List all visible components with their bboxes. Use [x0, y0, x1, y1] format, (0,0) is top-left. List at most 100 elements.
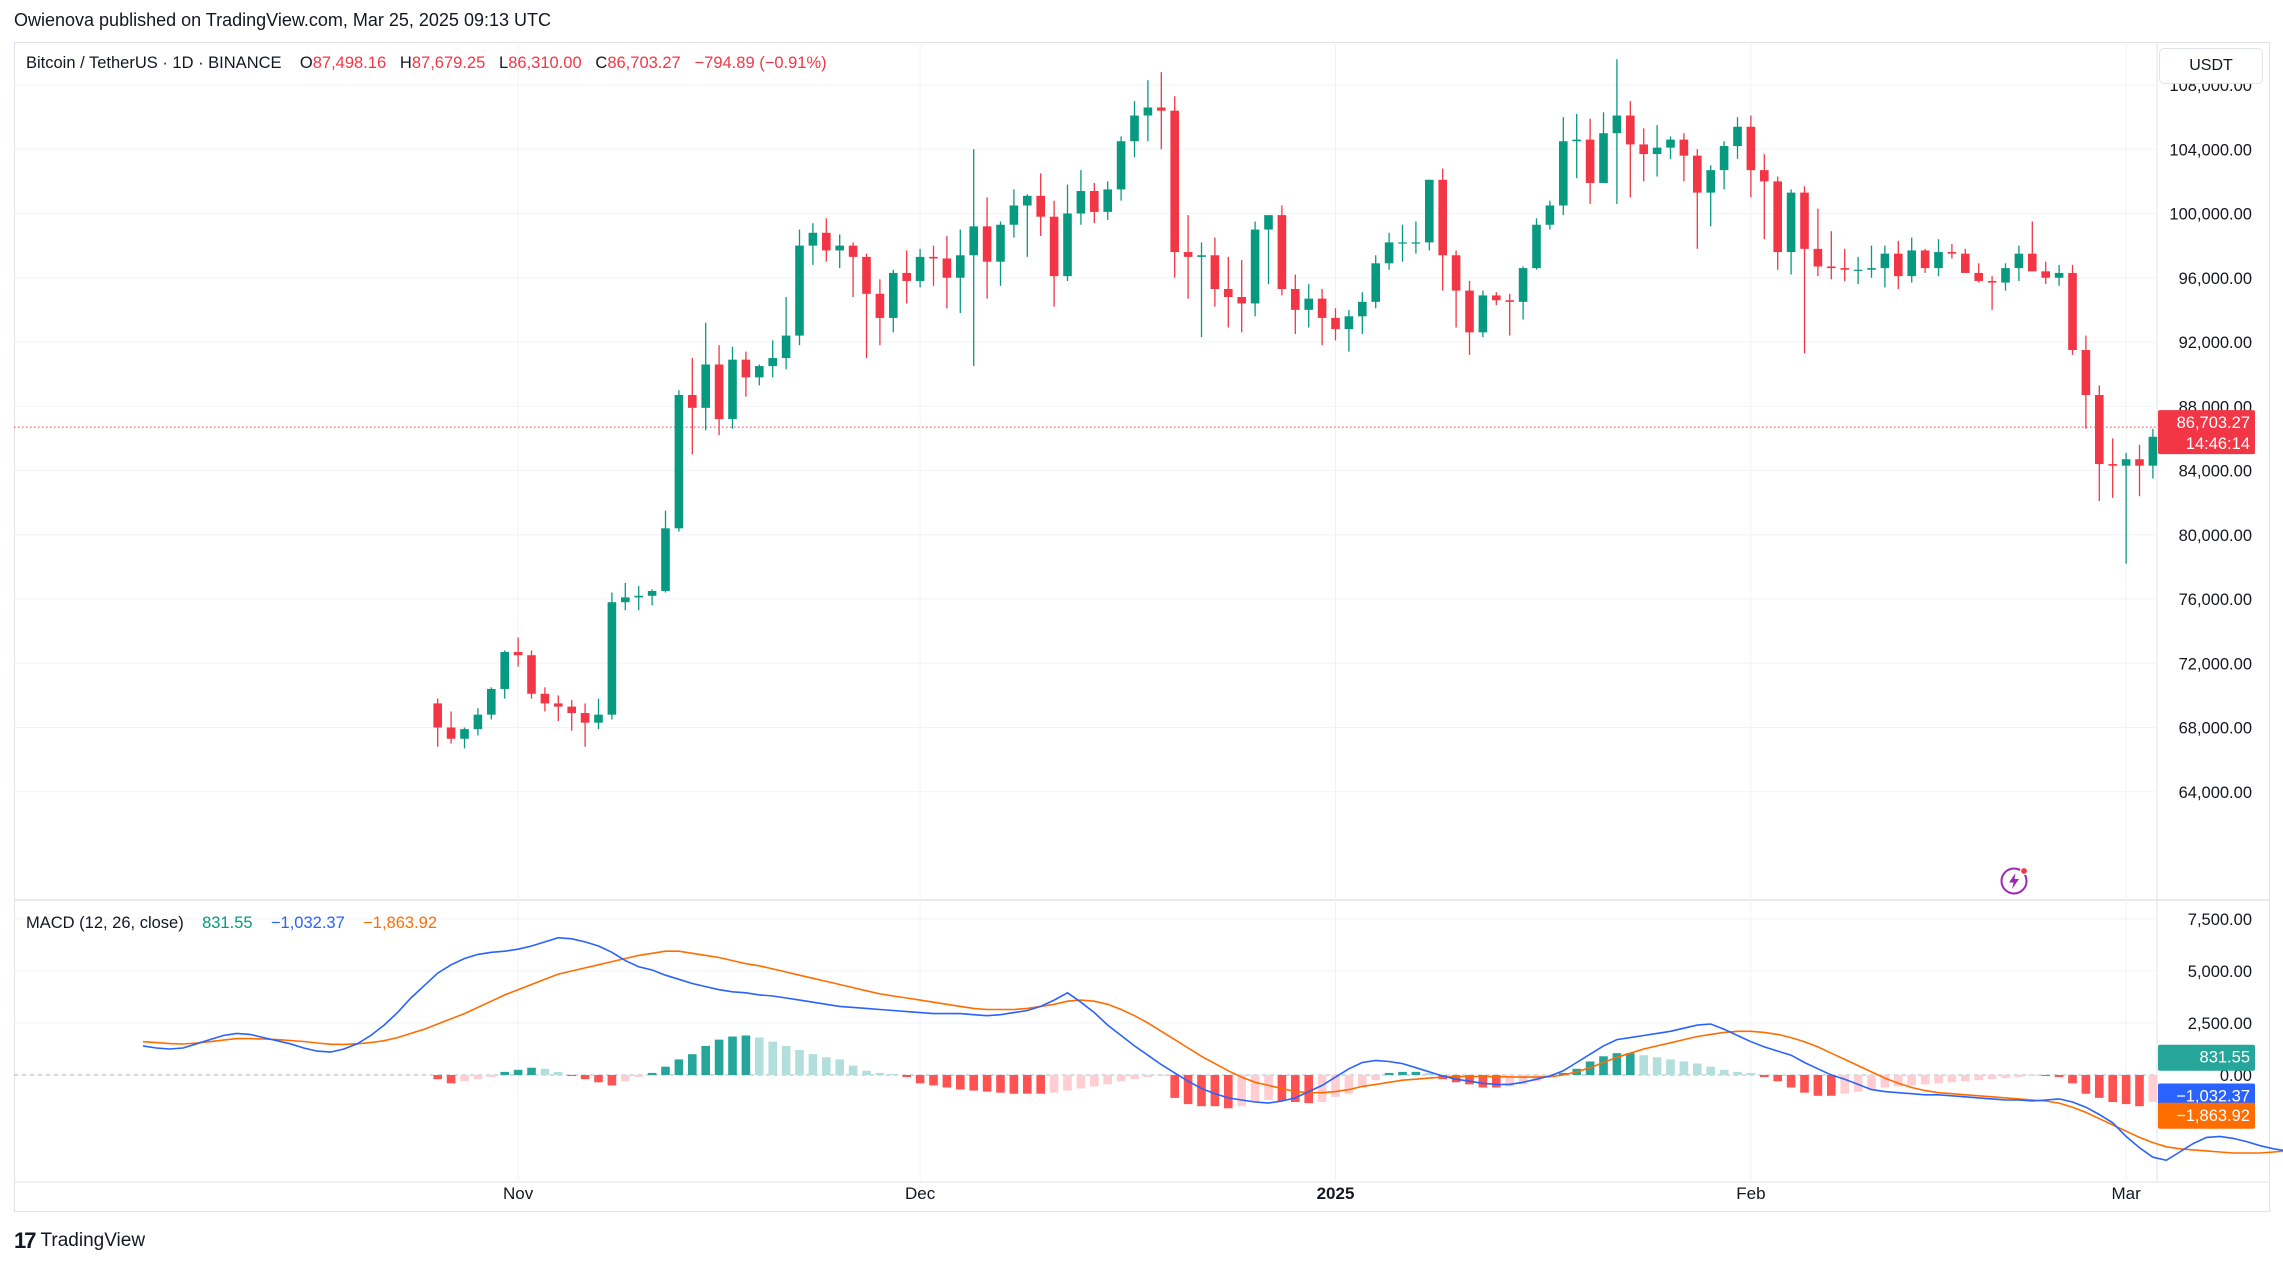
- macd-histogram-bar: [1961, 1075, 1970, 1082]
- candle: [808, 223, 818, 265]
- macd-line: [142, 936, 2283, 1162]
- last-price-tag-box: [2158, 410, 2255, 455]
- lightning-icon[interactable]: [1999, 866, 2029, 896]
- macd-histogram-bar: [956, 1075, 965, 1090]
- candle: [728, 346, 737, 429]
- candle-body: [2054, 272, 2064, 278]
- candle: [1559, 117, 1568, 216]
- macd-histogram-bar: [1559, 1072, 1568, 1075]
- candle-body: [1465, 290, 1474, 333]
- tradingview-footer[interactable]: 17 TradingView: [14, 1228, 145, 1254]
- macd-histogram-bar: [1478, 1075, 1488, 1088]
- price-tick-label: 64,000.00: [2179, 784, 2252, 802]
- candle: [513, 637, 523, 667]
- candle-body: [1733, 126, 1742, 147]
- macd-histogram-bar: [1612, 1053, 1622, 1075]
- candle: [1076, 170, 1086, 225]
- candle-body: [1277, 215, 1287, 289]
- macd-hist-tag-text: 831.55: [2200, 1049, 2250, 1067]
- macd-histogram-bar: [768, 1041, 777, 1075]
- candle-body: [2108, 464, 2117, 466]
- macd-histogram-bar: [674, 1059, 684, 1075]
- candle: [2028, 221, 2037, 272]
- macd-histogram-bar: [1398, 1071, 1407, 1075]
- candle: [2135, 444, 2144, 497]
- candle: [755, 364, 764, 386]
- candle: [835, 234, 844, 269]
- candle: [1183, 215, 1193, 299]
- macd-histogram-bar: [1291, 1075, 1300, 1103]
- candle: [1358, 292, 1367, 334]
- candle-body: [446, 727, 456, 739]
- candle: [701, 322, 710, 431]
- macd-histogram-bar: [2135, 1075, 2144, 1107]
- candle-body: [1157, 107, 1166, 111]
- candle: [982, 197, 992, 299]
- candle-body: [1183, 252, 1193, 257]
- macd-histogram-bar: [567, 1075, 576, 1077]
- macd-histogram-bar: [2001, 1075, 2010, 1079]
- candle-body: [433, 703, 442, 728]
- low-value: 86,310.00: [508, 54, 582, 72]
- currency-button[interactable]: USDT: [2159, 48, 2263, 84]
- candle: [1880, 245, 1890, 288]
- macd-histogram-bar: [1344, 1075, 1354, 1094]
- chart-frame[interactable]: [14, 42, 2270, 1212]
- time-tick-label: Feb: [1736, 1184, 1765, 1203]
- candle: [1210, 237, 1220, 307]
- candle-body: [1760, 170, 1769, 182]
- macd-histogram-bar: [915, 1075, 925, 1084]
- macd-histogram-bar: [1197, 1075, 1206, 1107]
- macd-histogram-bar: [1157, 1075, 1166, 1077]
- price-tick-label: 96,000.00: [2179, 270, 2252, 288]
- candle: [1585, 118, 1595, 204]
- candle: [540, 687, 550, 712]
- candle-body: [1706, 170, 1715, 193]
- macd-histogram-bar: [982, 1075, 992, 1092]
- macd-histogram-bar: [969, 1075, 978, 1091]
- candle: [956, 229, 965, 314]
- candle-body: [674, 395, 684, 529]
- candle-body: [902, 272, 911, 281]
- time-tick-label: Dec: [905, 1184, 936, 1203]
- macd-histogram-bar: [527, 1067, 536, 1075]
- candle: [996, 221, 1005, 286]
- open-label: O: [299, 54, 313, 72]
- candle-body: [513, 652, 523, 656]
- macd-hist-tag-box: [2158, 1044, 2255, 1071]
- candle: [768, 340, 777, 378]
- macd-histogram-bar: [1036, 1075, 1045, 1094]
- candle: [554, 695, 563, 722]
- macd-histogram-bar: [1639, 1055, 1648, 1075]
- macd-histogram-bar: [1853, 1075, 1863, 1092]
- candle: [1987, 276, 1997, 310]
- candle: [1143, 80, 1153, 142]
- candle-body: [1934, 252, 1943, 269]
- candle-body: [500, 652, 509, 689]
- macd-histogram-bar: [1934, 1075, 1943, 1084]
- candle: [446, 711, 456, 744]
- candle: [1934, 239, 1943, 277]
- candle-body: [1652, 147, 1662, 155]
- candle: [902, 250, 911, 304]
- macd-histogram-bar: [540, 1068, 550, 1075]
- candle-body: [2001, 268, 2010, 283]
- candle-body: [473, 714, 483, 730]
- macd-histogram-bar: [1599, 1056, 1608, 1075]
- macd-histogram-bar: [1063, 1075, 1072, 1091]
- candle: [1666, 136, 1675, 159]
- macd-histogram-bar: [2095, 1075, 2104, 1098]
- candle: [2054, 264, 2064, 286]
- macd-histogram-bar: [1867, 1075, 1876, 1090]
- macd-histogram-bar: [1813, 1075, 1823, 1096]
- candle: [1746, 115, 1756, 198]
- candle-body: [875, 293, 885, 318]
- tradingview-brand: TradingView: [40, 1230, 146, 1251]
- candle-body: [1947, 252, 1957, 254]
- macd-histogram-bar: [1505, 1075, 1514, 1087]
- candle: [1384, 232, 1394, 270]
- macd-histogram-bar: [661, 1066, 670, 1075]
- candle-body: [835, 245, 844, 251]
- macd-histogram-bar: [647, 1072, 657, 1075]
